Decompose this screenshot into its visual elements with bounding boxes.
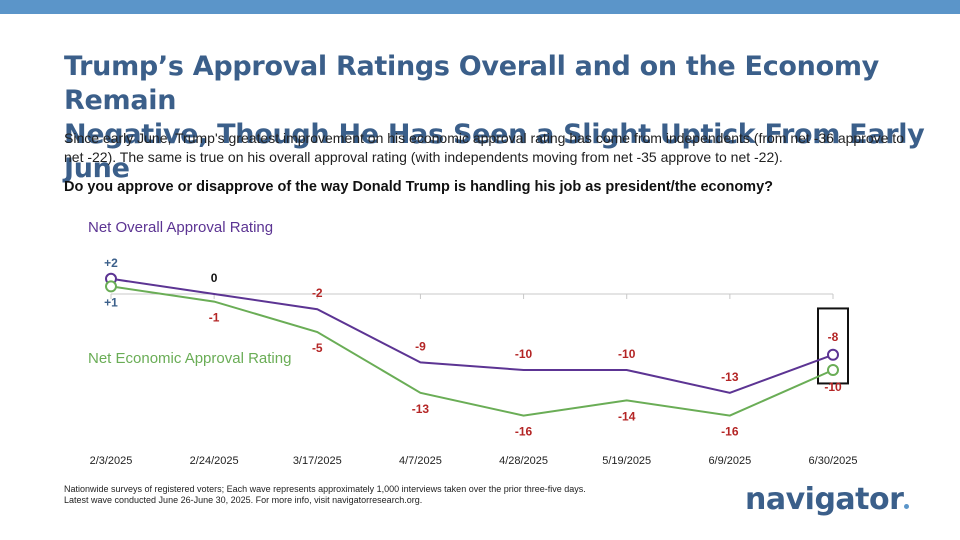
footnote-line-1: Nationwide surveys of registered voters;…: [64, 484, 586, 494]
data-point-marker-overall: [827, 348, 839, 361]
footnote: Nationwide surveys of registered voters;…: [64, 484, 704, 506]
data-label-economic: +1: [104, 295, 118, 309]
logo-wordmark: navigator: [745, 482, 904, 517]
data-label-overall: -9: [415, 339, 426, 353]
x-tick-label: 6/9/2025: [708, 455, 751, 467]
latest-wave-highlight-box: [817, 307, 849, 385]
navigator-logo: navigator: [745, 482, 910, 517]
logo-dot: [904, 504, 910, 509]
x-tick-label: 4/28/2025: [499, 455, 548, 467]
x-tick-label: 5/19/2025: [602, 455, 651, 467]
data-label-overall: -10: [515, 347, 533, 361]
data-point-marker-economic: [105, 280, 117, 293]
title-line-2: Negative, Though He Has Seen a Slight Up…: [64, 119, 925, 184]
series-name-economic: Net Economic Approval Rating: [88, 350, 291, 367]
data-label-economic: -16: [721, 425, 739, 439]
x-tick-label: 2/3/2025: [90, 455, 133, 467]
data-label-economic: -16: [515, 425, 533, 439]
footnote-line-2: Latest wave conducted June 26-June 30, 2…: [64, 495, 423, 505]
data-label-overall: -2: [312, 286, 323, 300]
series-line-overall: [110, 277, 834, 394]
line-chart: 2/3/2025 2/24/2025 3/17/2025 4/7/2025 4/28/2…: [88, 219, 858, 467]
x-tick-label: 3/17/2025: [293, 455, 342, 467]
data-label-overall: -13: [721, 370, 739, 384]
data-point-marker-economic: [827, 364, 839, 376]
data-label-overall: +2: [104, 256, 118, 270]
x-tick-label: 4/7/2025: [399, 455, 442, 467]
top-accent-bar: [0, 0, 960, 14]
title-line-1: Trump’s Approval Ratings Overall and on …: [64, 51, 879, 116]
x-tick-label: 2/24/2025: [190, 455, 239, 467]
data-label-economic: -5: [312, 341, 323, 355]
data-label-economic: -14: [618, 409, 636, 423]
data-label-overall: -8: [828, 330, 839, 344]
x-tick-label: 6/30/2025: [809, 455, 858, 467]
data-label-overall: 0: [211, 271, 218, 285]
series-line-economic: [110, 285, 834, 417]
page-title: Trump’s Approval Ratings Overall and on …: [64, 50, 934, 186]
survey-question: Do you approve or disapprove of the way …: [64, 179, 773, 195]
subtitle: Since early June, Trump's greatest impro…: [64, 130, 904, 165]
data-label-economic: -10: [824, 380, 842, 394]
data-label-economic: -1: [209, 311, 220, 325]
series-name-overall: Net Overall Approval Rating: [88, 219, 273, 236]
data-label-overall: -10: [618, 347, 636, 361]
data-label-economic: -13: [412, 402, 430, 416]
